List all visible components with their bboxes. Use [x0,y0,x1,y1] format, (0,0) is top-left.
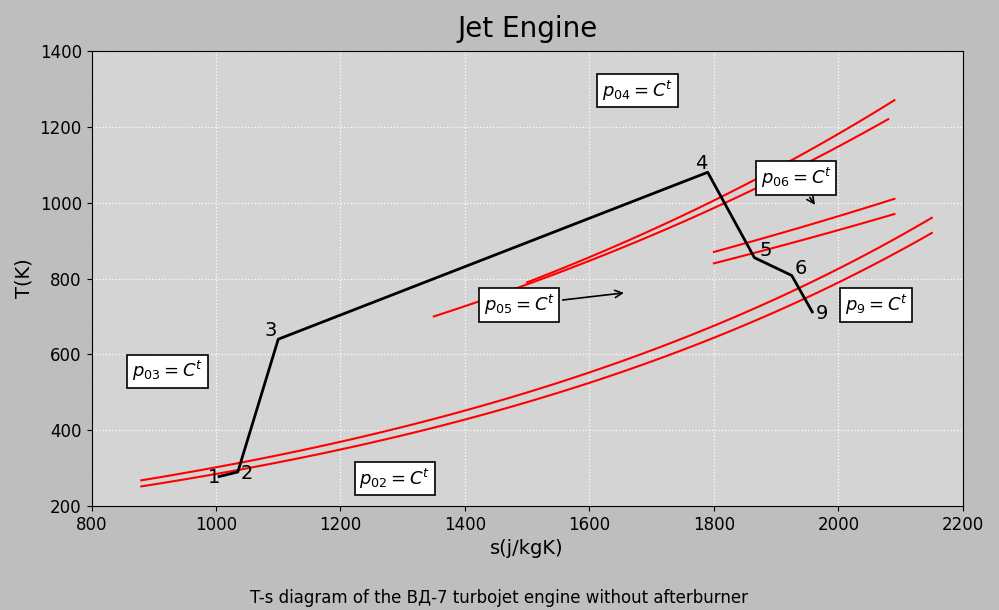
Text: 6: 6 [795,259,807,278]
X-axis label: s(j/kgK): s(j/kgK) [491,539,564,558]
Text: 9: 9 [815,304,828,323]
Text: $p_{02}=C^t$: $p_{02}=C^t$ [360,467,431,491]
Text: $p_{03}=C^t$: $p_{03}=C^t$ [132,359,203,384]
Title: Jet Engine: Jet Engine [458,15,597,43]
Text: 2: 2 [241,464,254,483]
Text: 5: 5 [759,241,772,260]
Text: 3: 3 [265,321,277,340]
Text: T-s diagram of the ВД-7 turbojet engine without afterburner: T-s diagram of the ВД-7 turbojet engine … [251,589,748,607]
Text: $p_9=C^t$: $p_9=C^t$ [844,293,908,317]
Text: $p_{04}=C^t$: $p_{04}=C^t$ [601,79,673,102]
Text: $p_{06}=C^t$: $p_{06}=C^t$ [760,166,832,203]
Text: 1: 1 [208,468,221,487]
Text: $p_{05}=C^t$: $p_{05}=C^t$ [484,290,622,317]
Text: 4: 4 [695,154,707,173]
Y-axis label: T(K): T(K) [15,259,34,298]
